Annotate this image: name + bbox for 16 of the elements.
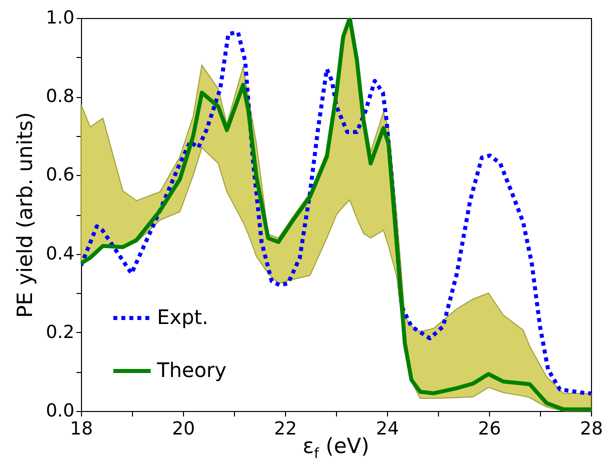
- y-tick-label: 0.2: [46, 322, 74, 343]
- y-tick-label: 1.0: [46, 8, 74, 28]
- x-tick-label: 28: [580, 418, 603, 440]
- x-tick-label: 26: [478, 418, 501, 440]
- y-tick-label: 0.6: [46, 164, 74, 186]
- x-tick-label: 22: [274, 418, 297, 440]
- y-axis-title: PE yield (arb. units): [12, 112, 37, 318]
- x-tick-label: 20: [172, 418, 195, 440]
- x-tick-label: 24: [376, 418, 399, 440]
- legend-label: Expt.: [157, 305, 208, 329]
- y-tick-label: 0.4: [46, 243, 74, 264]
- x-axis-title: ε$_{f}$ (eV): [302, 434, 370, 462]
- y-tick-label: 0.0: [46, 400, 74, 422]
- y-tick-label: 0.8: [46, 86, 74, 108]
- legend-label: Theory: [156, 358, 227, 382]
- x-tick-label: 18: [70, 418, 93, 440]
